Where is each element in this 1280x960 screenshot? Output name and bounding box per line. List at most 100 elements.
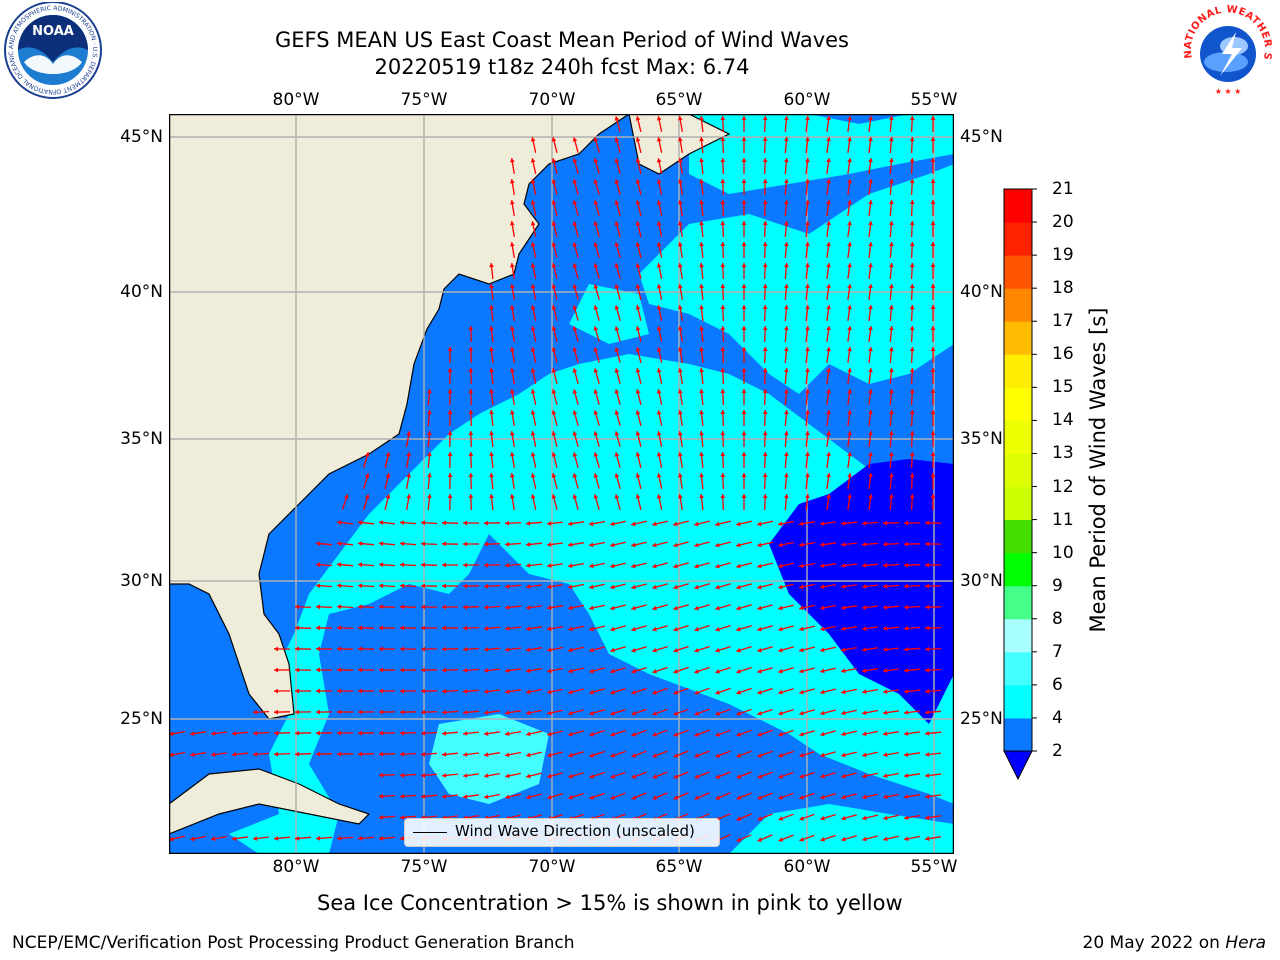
wind-wave-arrowhead: [778, 605, 783, 611]
wind-wave-arrowhead: [614, 368, 620, 373]
wind-wave-arrowhead: [656, 305, 662, 310]
wind-wave-arrowhead: [784, 410, 789, 415]
wind-wave-arrowhead: [925, 520, 930, 526]
wind-wave-arrowhead: [841, 647, 846, 653]
colorbar-tick-label: 13: [1052, 443, 1074, 464]
wind-wave-arrowhead: [463, 646, 468, 652]
wind-wave-arrowhead: [720, 494, 726, 499]
wind-wave-arrowhead: [593, 473, 599, 478]
wind-wave-arrowhead: [715, 774, 721, 779]
wind-wave-arrowhead: [484, 794, 489, 800]
wind-wave-arrowhead: [635, 347, 641, 352]
wind-wave-arrowhead: [427, 473, 432, 478]
wind-wave-arrowhead: [510, 200, 515, 205]
wind-wave-arrowhead: [551, 326, 557, 331]
wind-wave-arrowhead: [568, 563, 573, 569]
map-subtitle-forecast: 20220519 t18z 240h fcst Max: 6.74: [374, 55, 750, 79]
wind-wave-arrowhead: [379, 583, 384, 589]
wind-wave-arrowhead: [337, 604, 342, 610]
wind-wave-arrowhead: [400, 520, 405, 526]
footer-date: 20 May 2022 on Hera: [1083, 933, 1267, 953]
wind-wave-arrowhead: [799, 584, 804, 590]
colorbar-segment: [1004, 519, 1032, 554]
wind-wave-arrowhead: [868, 158, 873, 163]
wind-wave-arrowhead: [337, 646, 342, 652]
wind-wave-arrowhead: [736, 605, 741, 611]
wind-wave-arrowhead: [784, 452, 789, 457]
wind-wave-arrowhead: [421, 541, 426, 547]
wind-wave-arrowhead: [316, 562, 321, 568]
wind-wave-arrowhead: [510, 158, 515, 163]
wind-wave-arrowhead: [484, 668, 489, 673]
wind-wave-arrowhead: [762, 116, 768, 121]
wind-wave-arrowhead: [909, 116, 915, 121]
wind-wave-arrowhead: [820, 521, 825, 526]
wind-wave-arrowhead: [799, 605, 804, 611]
wind-wave-arrowhead: [484, 583, 489, 589]
wind-wave-arrowhead: [589, 795, 594, 800]
wind-wave-arrowhead: [551, 368, 557, 373]
wind-wave-arrowhead: [847, 410, 852, 415]
wind-wave-arrowhead: [930, 494, 936, 498]
wind-wave-arrowhead: [468, 452, 474, 457]
wind-wave-arrowhead: [904, 710, 909, 715]
wind-wave-arrowhead: [673, 774, 679, 779]
wind-wave-arrowhead: [468, 368, 474, 373]
wind-wave-arrowhead: [862, 689, 867, 694]
wind-wave-arrowhead: [868, 179, 873, 184]
wind-wave-arrowhead: [930, 326, 936, 330]
wind-wave-arrowhead: [715, 669, 720, 674]
wind-wave-arrowhead: [484, 647, 489, 652]
wind-wave-arrowhead: [635, 200, 641, 205]
wind-wave-arrowhead: [468, 347, 474, 352]
wind-wave-arrowhead: [762, 431, 768, 436]
wind-wave-arrowhead: [614, 179, 620, 184]
wind-wave-arrowhead: [762, 473, 768, 478]
wind-wave-arrowhead: [510, 263, 515, 268]
wind-wave-arrowhead: [678, 494, 683, 499]
wind-wave-arrowhead: [489, 431, 494, 436]
wind-wave-arrowhead: [427, 389, 432, 394]
wind-wave-arrowhead: [741, 347, 747, 351]
wind-wave-arrowhead: [930, 284, 936, 288]
wind-wave-arrowhead: [379, 751, 384, 757]
wind-wave-arrowhead: [841, 563, 846, 568]
wind-wave-arrowhead: [400, 625, 404, 631]
wind-wave-arrowhead: [505, 584, 510, 589]
wind-wave-arrowhead: [530, 431, 536, 436]
wind-wave-arrowhead: [930, 410, 936, 414]
lon-tick-bottom-75w: 75°W: [400, 857, 448, 877]
wind-wave-arrowhead: [820, 794, 825, 800]
wind-wave-arrowhead: [568, 605, 573, 611]
wind-wave-arrowhead: [547, 752, 552, 758]
wind-wave-arrowhead: [344, 494, 349, 499]
wind-wave-arrowhead: [762, 368, 768, 373]
wind-wave-arrowhead: [631, 563, 636, 569]
wind-wave-arrowhead: [847, 389, 852, 394]
wind-wave-arrowhead: [568, 731, 573, 737]
wind-wave-arrowhead: [568, 689, 573, 695]
lat-tick-left-30n: 30°N: [120, 571, 163, 591]
wind-wave-arrowhead: [421, 688, 426, 694]
wind-wave-arrowhead: [847, 200, 852, 205]
wind-wave-arrowhead: [784, 389, 789, 394]
wind-wave-arrowhead: [610, 626, 615, 632]
wind-wave-arrowhead: [358, 604, 363, 610]
wind-wave-arrowhead: [406, 494, 411, 499]
wind-wave-arrowhead: [489, 263, 494, 268]
wind-wave-arrowhead: [762, 137, 768, 142]
wind-wave-arrowhead: [572, 326, 578, 331]
wind-wave-arrowhead: [741, 410, 747, 414]
wind-wave-arrowhead: [505, 689, 510, 694]
wind-wave-arrowhead: [930, 179, 936, 183]
wind-wave-arrowhead: [757, 647, 762, 653]
colorbar-tick-label: 6: [1052, 674, 1063, 695]
wind-wave-arrowhead: [847, 221, 852, 226]
colorbar-tick-label: 2: [1052, 741, 1063, 761]
wind-wave-arrowhead: [889, 200, 894, 205]
wind-wave-arrowhead: [631, 753, 637, 758]
wind-wave-arrowhead: [610, 647, 615, 653]
wind-wave-arrowhead: [862, 541, 867, 547]
wind-wave-arrowhead: [784, 494, 789, 499]
wind-wave-arrowhead: [799, 647, 804, 653]
